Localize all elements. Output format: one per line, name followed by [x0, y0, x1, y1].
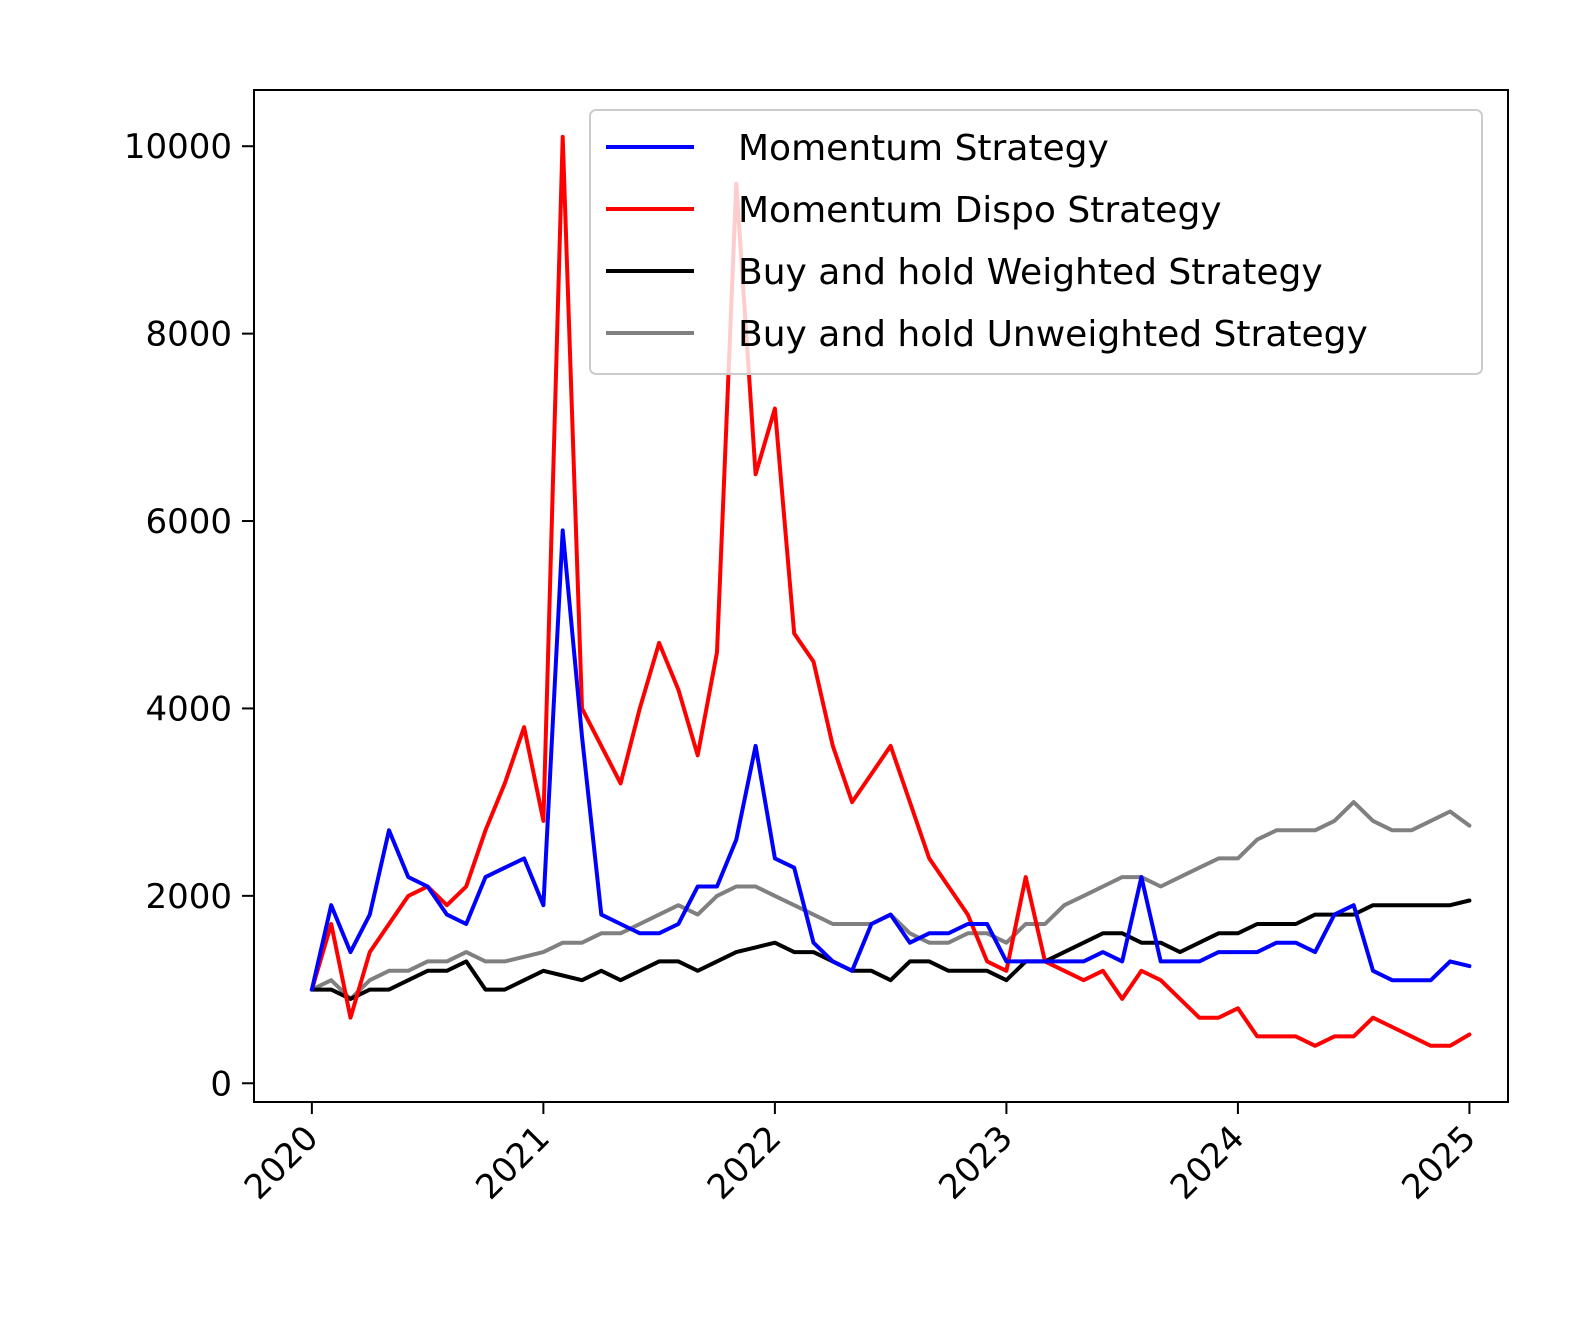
series-line-momentum-dispo-strategy [309, 134, 1472, 1048]
legend-label: Buy and hold Weighted Strategy [738, 252, 1323, 293]
series-line-buy-and-hold-weighted-strategy [309, 898, 1472, 1001]
y-tick-label: 4000 [145, 689, 232, 729]
y-tick-label: 10000 [124, 127, 232, 167]
legend-box [589, 109, 1483, 375]
y-tick-label: 2000 [145, 877, 232, 917]
legend-label: Momentum Dispo Strategy [738, 190, 1222, 231]
axes-frame [253, 89, 1509, 1103]
legend-label: Momentum Strategy [738, 128, 1109, 169]
legend-label: Buy and hold Unweighted Strategy [738, 314, 1368, 355]
y-tick-label: 6000 [145, 502, 232, 542]
legend: Momentum Strategy Momentum Dispo Strategy… [589, 109, 1483, 375]
plot-lines [309, 134, 1472, 1048]
y-axis: 0 2000 4000 6000 8000 10000 [124, 127, 254, 1104]
y-tick-label: 8000 [145, 315, 232, 355]
series-line-momentum-strategy [309, 528, 1472, 992]
y-tick-label: 0 [210, 1064, 232, 1104]
